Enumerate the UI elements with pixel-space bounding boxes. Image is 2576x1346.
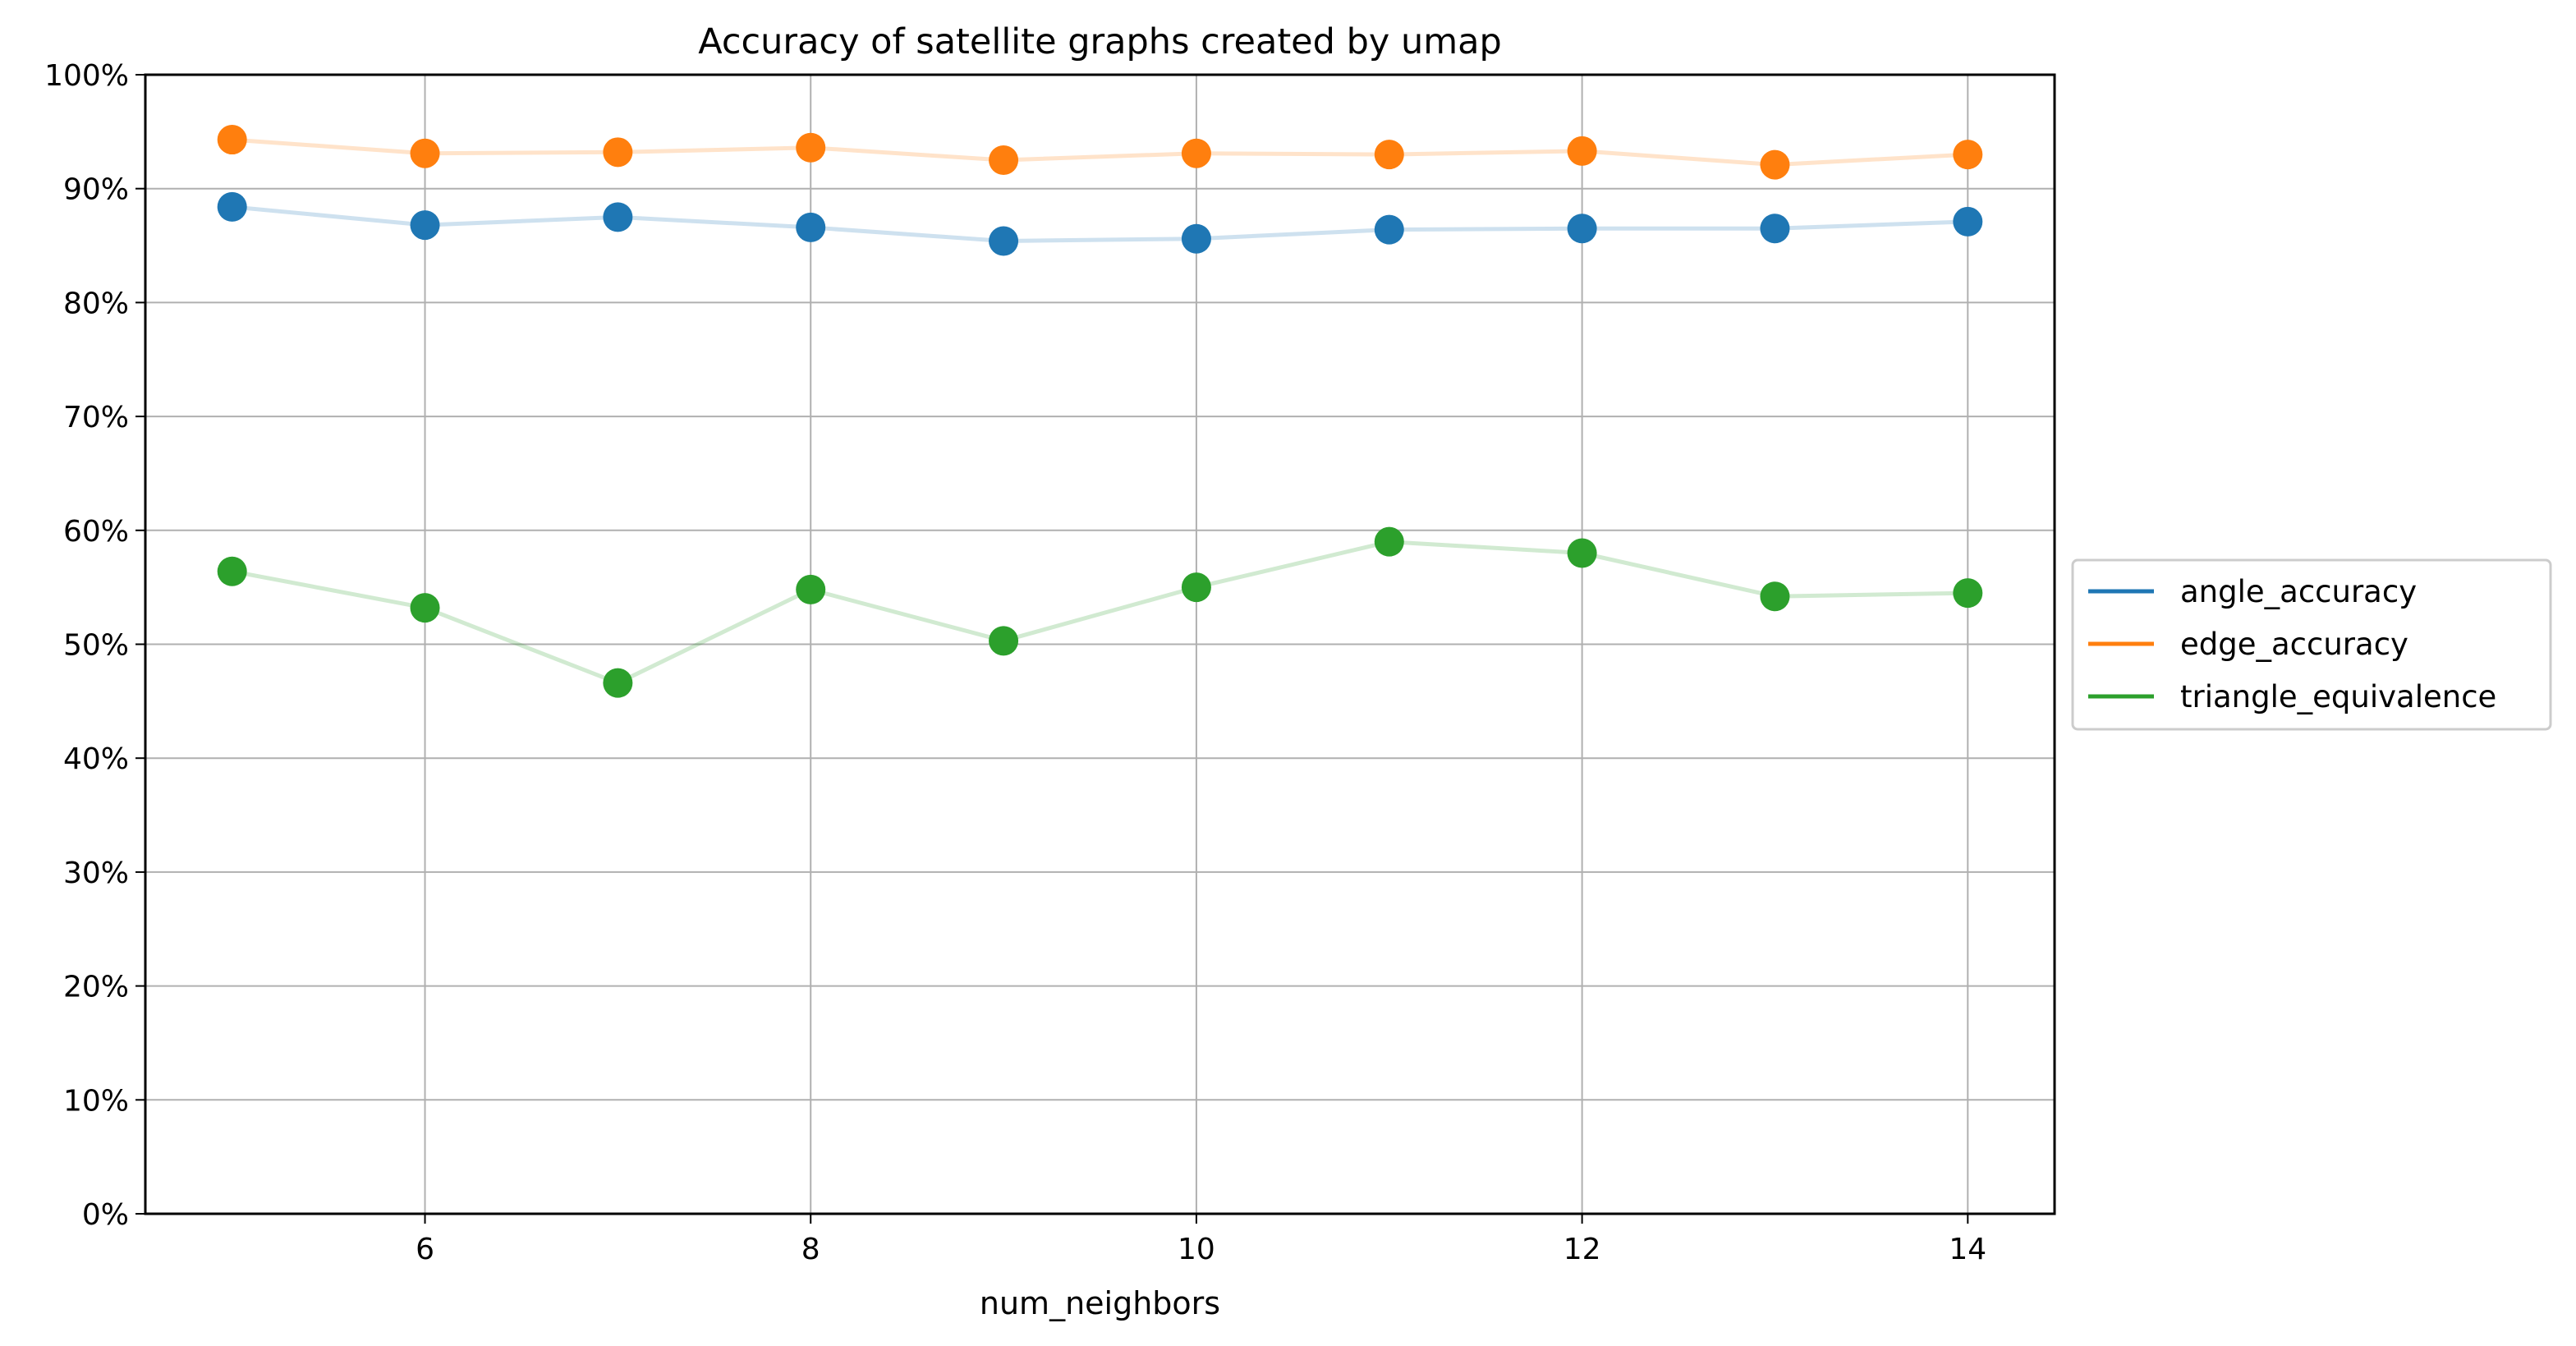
data-point-angle-accuracy [217,191,247,222]
data-point-angle-accuracy [1953,206,1983,237]
data-point-edge-accuracy [1374,140,1404,170]
legend-box [2071,558,2552,731]
data-point-triangle-equivalence [603,668,633,698]
legend: angle_accuracy edge_accuracy triangle_equi… [2071,558,2552,731]
data-point-triangle-equivalence [1953,578,1983,609]
data-point-angle-accuracy [1181,223,1211,254]
data-point-triangle-equivalence [217,556,247,586]
data-point-edge-accuracy [1181,138,1211,168]
y-tick-label: 60% [63,515,129,549]
y-tick-label: 20% [63,971,129,1004]
y-tick-label: 10% [63,1084,129,1118]
x-tick-label: 14 [1949,1233,1986,1266]
data-point-angle-accuracy [1567,214,1597,244]
data-point-angle-accuracy [603,202,633,232]
data-point-triangle-equivalence [1374,526,1404,557]
data-point-triangle-equivalence [989,626,1019,656]
y-tick-label: 70% [63,401,129,434]
legend-label-edge-accuracy: edge_accuracy [2180,627,2408,662]
y-tick-label: 80% [63,287,129,320]
data-point-edge-accuracy [603,137,633,168]
data-point-angle-accuracy [1760,214,1790,244]
series-layer [217,125,1983,698]
data-point-edge-accuracy [410,138,440,168]
series-line-edge-accuracy [232,137,1968,168]
data-point-triangle-equivalence [410,593,440,623]
data-point-angle-accuracy [1374,214,1404,245]
data-point-edge-accuracy [796,132,826,163]
data-point-angle-accuracy [796,212,826,242]
y-tick-label: 0% [82,1198,129,1232]
chart-title: Accuracy of satellite graphs created by … [698,21,1502,62]
series-line-angle-accuracy [232,204,1968,243]
x-tick-label: 8 [801,1233,820,1266]
data-point-angle-accuracy [410,210,440,241]
data-point-edge-accuracy [1567,136,1597,166]
data-point-edge-accuracy [217,125,247,155]
data-point-triangle-equivalence [1760,581,1790,612]
x-tick-label: 6 [416,1233,434,1266]
x-tick-label: 12 [1564,1233,1601,1266]
ticks: 0% 10% 20% 30% 40% 50% 60% 70% 80% 90% 100% 6 8 10 12 1… [44,59,1986,1266]
series-line-triangle-equivalence [232,540,1968,686]
data-point-triangle-equivalence [796,574,826,604]
data-point-edge-accuracy [1760,149,1790,180]
data-point-triangle-equivalence [1567,538,1597,568]
y-tick-label: 90% [63,173,129,207]
y-tick-label: 30% [63,857,129,890]
y-tick-label: 40% [63,742,129,776]
legend-label-triangle-equivalence: triangle_equivalence [2180,679,2496,714]
legend-label-angle-accuracy: angle_accuracy [2180,574,2417,609]
y-tick-label: 50% [63,629,129,663]
y-tick-label: 100% [44,59,129,93]
data-point-triangle-equivalence [1181,572,1211,603]
data-point-angle-accuracy [989,226,1019,256]
x-tick-label: 10 [1178,1233,1215,1266]
x-axis-title: num_neighbors [980,1285,1220,1321]
data-point-edge-accuracy [989,145,1019,176]
data-point-edge-accuracy [1953,140,1983,170]
